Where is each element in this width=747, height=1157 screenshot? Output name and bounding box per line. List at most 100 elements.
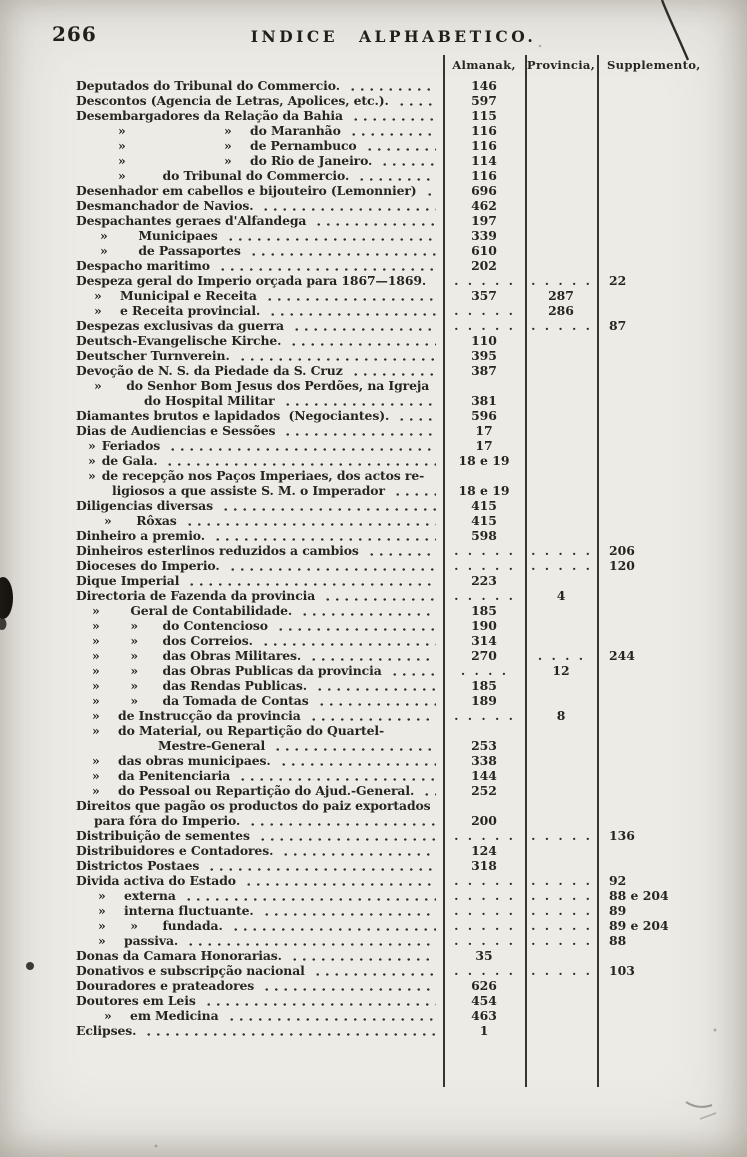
table-row: Donas da Camara Honorarias. 35 bbox=[70, 948, 747, 963]
table-row: Dinheiros esterlinos reduzidos a cambios… bbox=[70, 543, 747, 558]
provincia-value: 12 bbox=[552, 663, 570, 678]
almanak-value: 185 bbox=[471, 678, 497, 693]
dot-leader bbox=[364, 138, 436, 153]
dot-leader bbox=[314, 213, 436, 228]
almanak-value: 597 bbox=[471, 93, 497, 108]
table-row: Desenhador em cabellos e bijouteiro (Lem… bbox=[70, 183, 747, 198]
entry-text: » » do Maranhão bbox=[118, 123, 341, 138]
entry-text: Descontos (Agencia de Letras, Apolices, … bbox=[76, 93, 389, 108]
dot-leader bbox=[264, 288, 436, 303]
table-row: » e Receita provincial. . . . . . 286 bbox=[70, 303, 747, 318]
table-row: Divida activa do Estado . . . . . . . . … bbox=[70, 873, 747, 888]
entry-cell: » de Passaportes bbox=[70, 243, 443, 258]
almanak-value: . . . . . bbox=[454, 303, 514, 318]
table-row: Douradores e prateadores 626 bbox=[70, 978, 747, 993]
dot-leader bbox=[187, 573, 436, 588]
table-row: Mestre-General 253 bbox=[70, 738, 747, 753]
entry-cell: » e Receita provincial. bbox=[70, 303, 443, 318]
entry-text: Despachantes geraes d'Alfandega bbox=[76, 213, 307, 228]
almanak-value: 270 bbox=[471, 648, 497, 663]
almanak-value: 110 bbox=[471, 333, 497, 348]
supplemento-value: 89 bbox=[609, 903, 627, 918]
table-row: » interna fluctuante. . . . . . . . . . … bbox=[70, 903, 747, 918]
column-header-almanak: Almanak, bbox=[452, 58, 516, 72]
entry-text: Dinheiros esterlinos reduzidos a cambios bbox=[76, 543, 359, 558]
entry-text: » de Instrucção da provincia bbox=[92, 708, 301, 723]
entry-cell: Donas da Camara Honorarias. bbox=[70, 948, 443, 963]
dot-leader bbox=[424, 183, 436, 198]
almanak-value: 253 bbox=[471, 738, 497, 753]
entry-text: » Municipal e Receita bbox=[94, 288, 257, 303]
provincia-value: 4 bbox=[556, 588, 566, 603]
provincia-value: . . . . . bbox=[531, 873, 591, 888]
entry-cell: » » do Maranhão bbox=[70, 123, 443, 138]
table-row: Eclipses. 1 bbox=[70, 1023, 747, 1038]
almanak-value: 387 bbox=[471, 363, 497, 378]
table-row: » » da Tomada de Contas 189 bbox=[70, 693, 747, 708]
almanak-value: 116 bbox=[471, 123, 497, 138]
almanak-value: 200 bbox=[471, 813, 497, 828]
almanak-value: 18 e 19 bbox=[458, 453, 510, 468]
table-row: » » das Obras Publicas da provincia . . … bbox=[70, 663, 747, 678]
table-row: Descontos (Agencia de Letras, Apolices, … bbox=[70, 93, 747, 108]
entry-text: Mestre-General bbox=[158, 738, 266, 753]
table-row: Despezas exclusivas da guerra . . . . . … bbox=[70, 318, 747, 333]
dot-leader bbox=[220, 498, 436, 513]
almanak-value: 114 bbox=[471, 153, 497, 168]
supplemento-value: 87 bbox=[609, 318, 627, 333]
table-row: » do Pessoal ou Repartição do Ajud.-Gene… bbox=[70, 783, 747, 798]
dot-leader bbox=[308, 708, 436, 723]
table-row: » de recepção nos Paços Imperiaes, dos a… bbox=[70, 468, 747, 483]
almanak-value: 35 bbox=[475, 948, 493, 963]
speck-2 bbox=[154, 1144, 158, 1148]
almanak-value: . . . . . bbox=[454, 708, 514, 723]
almanak-value: 115 bbox=[471, 108, 497, 123]
table-row: » de Gala. 18 e 19 bbox=[70, 453, 747, 468]
entry-cell: » de Instrucção da provincia bbox=[70, 708, 443, 723]
entry-cell: para fóra do Imperio. bbox=[70, 813, 443, 828]
entry-cell: Dioceses do Imperio. bbox=[70, 558, 443, 573]
table-row: ligiosos a que assiste S. M. o Imperador… bbox=[70, 483, 747, 498]
table-row: » de Instrucção da provincia . . . . . 8 bbox=[70, 708, 747, 723]
dot-leader bbox=[183, 888, 436, 903]
entry-text: Dias de Audiencias e Sessões bbox=[76, 423, 276, 438]
almanak-value: . . . . bbox=[460, 663, 508, 678]
almanak-value: 314 bbox=[471, 633, 497, 648]
entry-text: Despezas exclusivas da guerra bbox=[76, 318, 284, 333]
entry-text: » Feriados bbox=[88, 438, 161, 453]
almanak-value: 463 bbox=[471, 1008, 497, 1023]
supplemento-value: 88 e 204 bbox=[609, 888, 669, 903]
table-row: Devoção de N. S. da Piedade da S. Cruz 3… bbox=[70, 363, 747, 378]
dot-leader bbox=[291, 318, 436, 333]
dot-leader bbox=[227, 558, 436, 573]
dot-leader bbox=[396, 93, 436, 108]
dot-leader bbox=[283, 423, 436, 438]
entry-text: Deputados do Tribunal do Commercio. bbox=[76, 78, 340, 93]
entry-cell: Directoria de Fazenda da provincia bbox=[70, 588, 443, 603]
provincia-value: . . . . . bbox=[531, 888, 591, 903]
table-row: » » do Maranhão 116 bbox=[70, 123, 747, 138]
entry-cell: Dinheiros esterlinos reduzidos a cambios bbox=[70, 543, 443, 558]
entry-cell: Dique Imperial bbox=[70, 573, 443, 588]
almanak-value: 598 bbox=[471, 528, 497, 543]
table-row: para fóra do Imperio. 200 bbox=[70, 813, 747, 828]
table-row: Distribuição de sementes . . . . . . . .… bbox=[70, 828, 747, 843]
entry-text: » externa bbox=[98, 888, 176, 903]
page-number: 266 bbox=[52, 22, 97, 46]
entry-cell: Despeza geral do Imperio orçada para 186… bbox=[70, 273, 443, 288]
entry-cell: » passiva. bbox=[70, 933, 443, 948]
provincia-value: . . . . . bbox=[531, 963, 591, 978]
entry-cell: » Municipal e Receita bbox=[70, 288, 443, 303]
table-row: » do Tribunal do Commercio. 116 bbox=[70, 168, 747, 183]
table-row: Directoria de Fazenda da provincia . . .… bbox=[70, 588, 747, 603]
entry-cell: Deutscher Turnverein. bbox=[70, 348, 443, 363]
table-row: Desmanchador de Navios. 462 bbox=[70, 198, 747, 213]
table-row: Dinheiro a premio. 598 bbox=[70, 528, 747, 543]
dot-leader bbox=[225, 228, 436, 243]
entry-text: » » de Pernambuco bbox=[118, 138, 357, 153]
almanak-value: 454 bbox=[471, 993, 497, 1008]
entry-text: Desmanchador de Navios. bbox=[76, 198, 254, 213]
table-row: » » dos Correios. 314 bbox=[70, 633, 747, 648]
entry-text: » do Senhor Bom Jesus dos Perdões, na Ig… bbox=[94, 378, 430, 393]
provincia-value: . . . . bbox=[537, 648, 585, 663]
